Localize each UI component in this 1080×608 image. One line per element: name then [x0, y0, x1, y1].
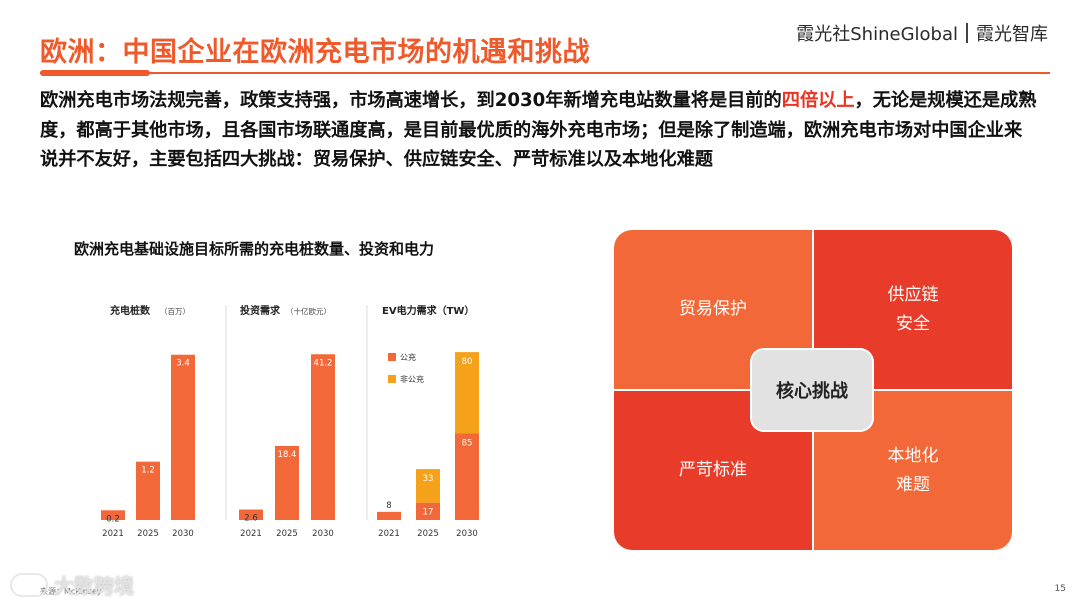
bar-public [377, 511, 401, 520]
legend-label: 公充 [400, 352, 416, 362]
challenge-label-line: 贸易保护 [679, 299, 747, 319]
data-label: 33 [423, 474, 434, 484]
data-label: 18.4 [278, 450, 297, 460]
title-divider [40, 72, 1050, 74]
brand-subname: 霞光智库 [976, 24, 1048, 45]
chart-section-title: 欧洲充电基础设施目标所需的充电桩数量、投资和电力 [74, 240, 435, 258]
chart-charging-points: 充电桩数 （百万） 2021 2025 2030 0.2 1.2 3.4 [101, 304, 195, 539]
data-label: 8 [386, 501, 391, 511]
chart-investment: 投资需求 （十亿欧元） 2021 2025 2030 2.6 18.4 41.2 [239, 304, 335, 539]
chart1-unit: （百万） [160, 307, 190, 316]
data-label: 2.6 [244, 514, 258, 524]
intro-text-part2: ，无论是规模还是成熟度，都高于其他市场，且各国市场联通度高，是目前最优质的海外充… [40, 90, 1037, 170]
data-label: 17 [423, 508, 434, 518]
chart2-title: 投资需求 [240, 304, 281, 317]
core-challenge-badge: 核心挑战 [752, 350, 872, 430]
chart3-title: EV电力需求（TW） [382, 304, 474, 317]
x-tick-label: 2030 [456, 529, 478, 539]
challenge-label-line: 供应链 [887, 284, 939, 305]
data-label: 3.4 [176, 359, 190, 369]
chart1-title: 充电桩数 [110, 304, 151, 317]
bar-charts: 充电桩数 （百万） 2021 2025 2030 0.2 1.2 3.4 投资需求 （十亿… [101, 304, 479, 539]
bar-private [416, 469, 440, 503]
data-label: 80 [462, 357, 473, 367]
chart2-bars: 2021 2025 2030 2.6 18.4 41.2 [239, 354, 335, 539]
challenge-label-line: 安全 [896, 313, 930, 334]
intro-highlight: 四倍以上 [781, 90, 855, 111]
watermark-text: 大数跨境 [54, 574, 134, 598]
challenge-label-line: 本地化 [887, 445, 939, 466]
bar [275, 445, 299, 520]
data-label: 41.2 [314, 358, 333, 368]
data-label: 1.2 [141, 466, 155, 476]
x-tick-label: 2025 [276, 529, 298, 539]
legend-label: 非公充 [400, 374, 424, 384]
legend-swatch [388, 353, 396, 361]
challenge-label-line: 难题 [896, 474, 930, 495]
bar [136, 461, 160, 520]
x-tick-label: 2021 [240, 529, 262, 539]
watermark: 大数跨境 [10, 570, 134, 599]
chart3-bars: 2021 2025 2030 8 33 17 80 85 [377, 352, 479, 539]
source-note: 来源：McKinsey [40, 587, 102, 596]
x-tick-label: 2030 [172, 529, 194, 539]
bar-public [455, 433, 479, 520]
bar [239, 509, 263, 520]
data-label: 0.2 [106, 514, 120, 524]
x-tick-label: 2025 [417, 529, 439, 539]
x-tick-label: 2025 [137, 529, 159, 539]
chart1-bars: 2021 2025 2030 0.2 1.2 3.4 [101, 354, 195, 539]
title-divider-accent [40, 70, 150, 76]
bar [171, 354, 195, 520]
x-tick-label: 2021 [102, 529, 124, 539]
chart2-unit: （十亿欧元） [286, 306, 331, 316]
x-tick-label: 2030 [312, 529, 334, 539]
bar-public [416, 502, 440, 520]
bar-private [455, 352, 479, 434]
bar [311, 354, 335, 520]
challenge-label-line: 严苛标准 [679, 460, 747, 480]
page-number: 15 [1054, 584, 1066, 594]
legend-swatch [388, 375, 396, 383]
bar [101, 510, 125, 520]
watermark-logo-icon [10, 572, 48, 597]
data-label: 85 [462, 439, 473, 449]
brand-logo: 霞光社ShineGlobal 霞光智库 [796, 20, 1048, 46]
page-title: 欧洲：中国企业在欧洲充电市场的机遇和挑战 [40, 37, 590, 68]
intro-text-part1: 欧洲充电市场法规完善，政策支持强，市场高速增长，到2030年新增充电站数量将是目… [40, 90, 782, 111]
brand-separator [966, 23, 968, 43]
x-tick-label: 2021 [378, 529, 400, 539]
intro-paragraph: 欧洲充电市场法规完善，政策支持强，市场高速增长，到2030年新增充电站数量将是目… [40, 86, 1040, 175]
brand-name: 霞光社ShineGlobal [796, 24, 958, 45]
